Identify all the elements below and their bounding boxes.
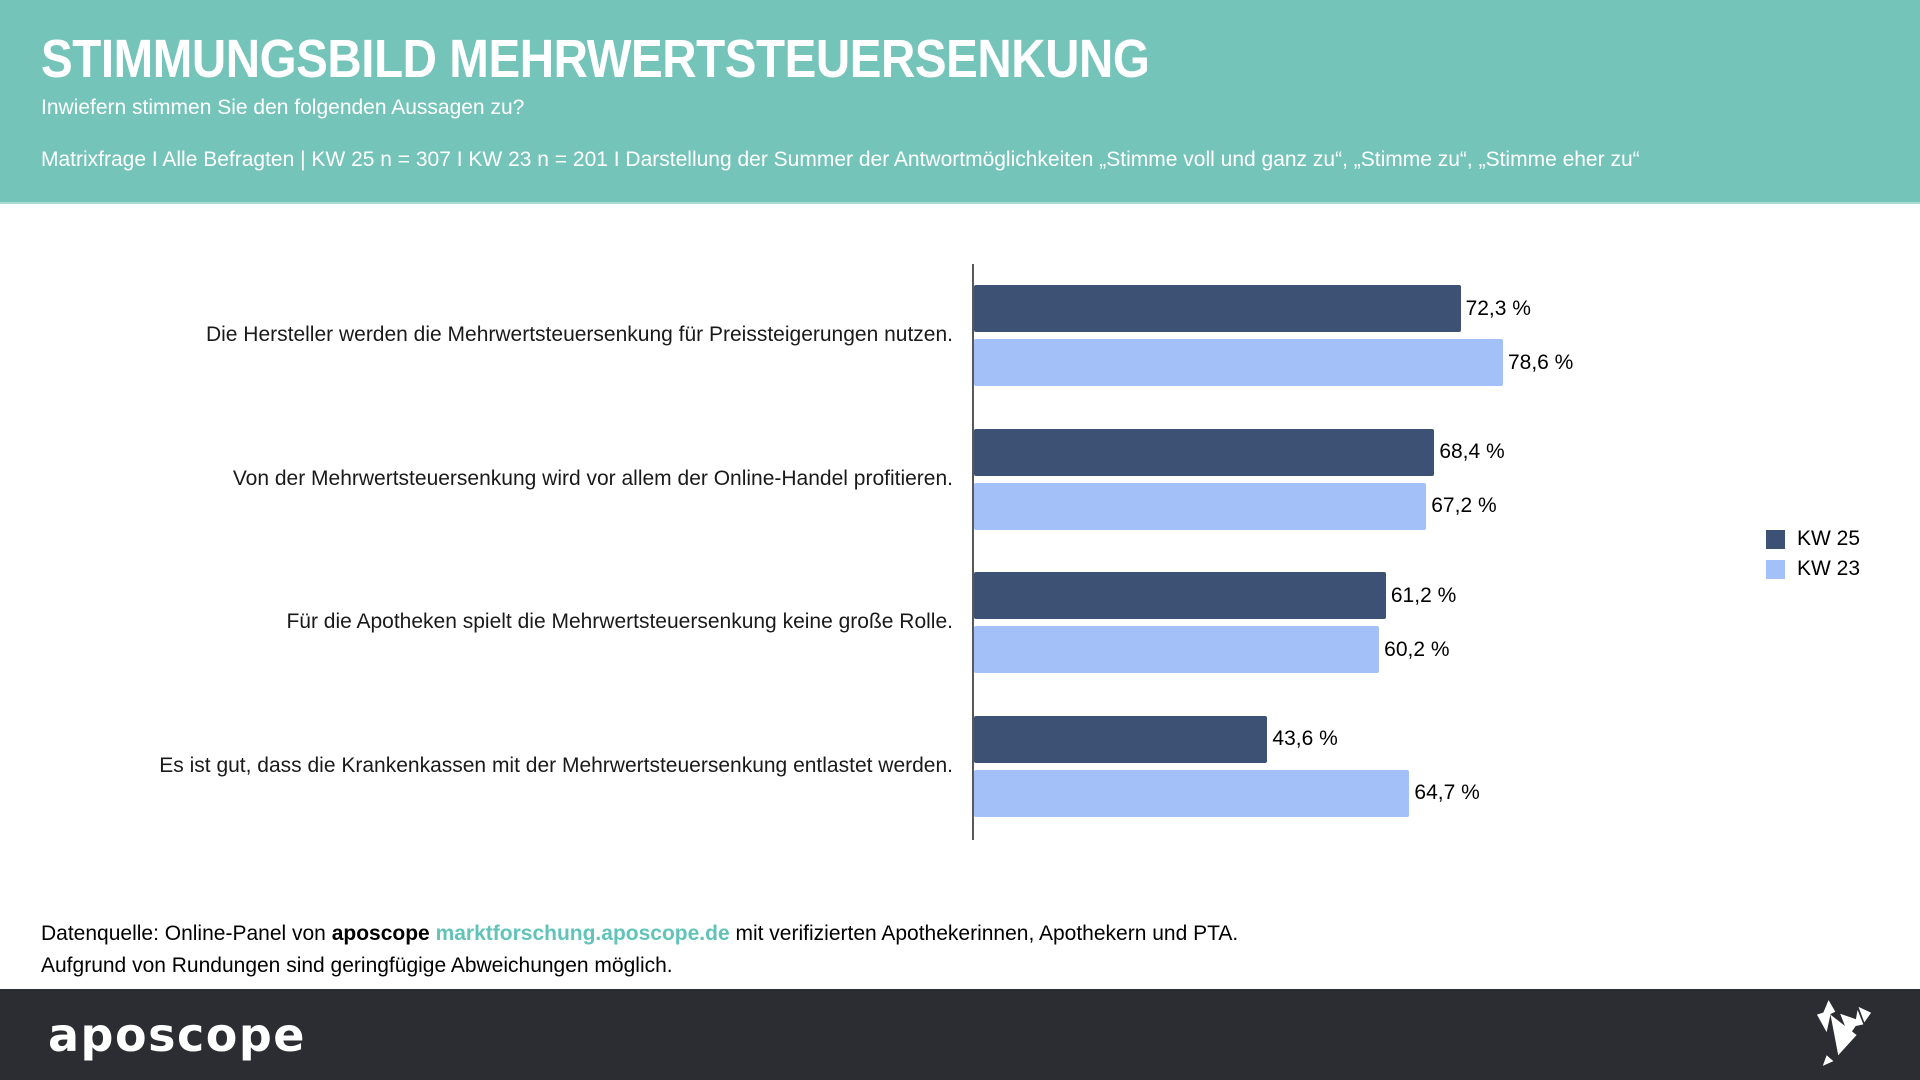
bar-kw23-3: [974, 769, 1410, 817]
header-band: STIMMUNGSBILD MEHRWERTSTEUERSENKUNG Inwi…: [0, 0, 1920, 204]
bar-row-kw23-2: 60,2 %: [974, 626, 1450, 673]
bar-chart: Die Hersteller werden die Mehrwertsteuer…: [0, 204, 1920, 988]
bar-kw25-0: [974, 285, 1461, 332]
value-label-kw25-1: 68,4 %: [1439, 440, 1505, 463]
bar-row-kw23-0: 78,6 %: [974, 339, 1573, 386]
bar-row-kw23-3: 64,7 %: [974, 769, 1480, 817]
bar-row-kw23-1: 67,2 %: [974, 482, 1497, 530]
bar-row-kw25-2: 61,2 %: [974, 572, 1456, 619]
legend-label: KW 23: [1797, 557, 1861, 580]
bar-kw25-1: [974, 428, 1435, 476]
chart-group-0: Die Hersteller werden die Mehrwertsteuer…: [0, 264, 1920, 407]
legend-swatch-icon: [1766, 529, 1785, 549]
footer: Datenquelle: Online-Panel von aposcope m…: [41, 918, 1238, 982]
bottom-bar: aposcope: [0, 989, 1920, 1080]
category-label-1: Von der Mehrwertsteuersenkung wird vor a…: [232, 466, 953, 490]
bar-row-kw25-1: 68,4 %: [974, 428, 1505, 476]
legend: KW 25 KW 23: [1766, 527, 1861, 580]
page-subtitle: Inwiefern stimmen Sie den folgenden Auss…: [41, 96, 525, 119]
legend-item-kw25: KW 25: [1766, 527, 1861, 550]
category-label-2: Für die Apotheken spielt die Mehrwertste…: [286, 610, 953, 634]
origami-bird-icon: [1816, 1000, 1872, 1066]
footer-source-suffix: mit verifizierten Apothekerinnen, Apothe…: [735, 922, 1239, 945]
footer-source-prefix: Datenquelle: Online-Panel von: [41, 922, 326, 945]
category-label-0: Die Hersteller werden die Mehrwertsteuer…: [205, 323, 953, 347]
bar-row-kw25-0: 72,3 %: [974, 285, 1531, 332]
footer-link[interactable]: marktforschung.aposcope.de: [435, 922, 730, 945]
chart-group-1: Von der Mehrwertsteuersenkung wird vor a…: [0, 408, 1920, 551]
bar-kw23-0: [974, 339, 1503, 386]
y-axis-line: [972, 264, 974, 840]
value-label-kw25-2: 61,2 %: [1390, 583, 1457, 607]
bar-kw23-2: [974, 626, 1380, 673]
category-label-3: Es ist gut, dass die Krankenkassen mit d…: [159, 753, 953, 777]
methodology-note: Matrixfrage I Alle Befragten | KW 25 n =…: [41, 148, 1640, 171]
page-title: STIMMUNGSBILD MEHRWERTSTEUERSENKUNG: [41, 29, 1150, 89]
value-label-kw25-0: 72,3 %: [1465, 296, 1531, 320]
bar-kw23-1: [974, 482, 1427, 530]
footer-brand: aposcope: [331, 922, 430, 945]
value-label-kw23-3: 64,7 %: [1414, 781, 1480, 804]
bar-kw25-2: [974, 572, 1386, 619]
chart-rows: Die Hersteller werden die Mehrwertsteuer…: [0, 264, 1920, 838]
footer-source-line: Datenquelle: Online-Panel von aposcope m…: [41, 918, 1238, 950]
chart-group-2: Für die Apotheken spielt die Mehrwertste…: [0, 551, 1920, 694]
value-label-kw23-1: 67,2 %: [1431, 494, 1497, 517]
chart-group-3: Es ist gut, dass die Krankenkassen mit d…: [0, 695, 1920, 838]
value-label-kw25-3: 43,6 %: [1272, 727, 1338, 750]
legend-label: KW 25: [1797, 527, 1861, 550]
bar-kw25-3: [974, 715, 1268, 763]
bar-row-kw25-3: 43,6 %: [974, 715, 1338, 763]
legend-swatch-icon: [1766, 559, 1785, 579]
aposcope-logo: aposcope: [48, 1007, 306, 1062]
value-label-kw23-2: 60,2 %: [1384, 637, 1450, 661]
value-label-kw23-0: 78,6 %: [1507, 350, 1574, 374]
footer-rounding-note: Aufgrund von Rundungen sind geringfügige…: [41, 954, 673, 977]
legend-item-kw23: KW 23: [1766, 557, 1861, 580]
